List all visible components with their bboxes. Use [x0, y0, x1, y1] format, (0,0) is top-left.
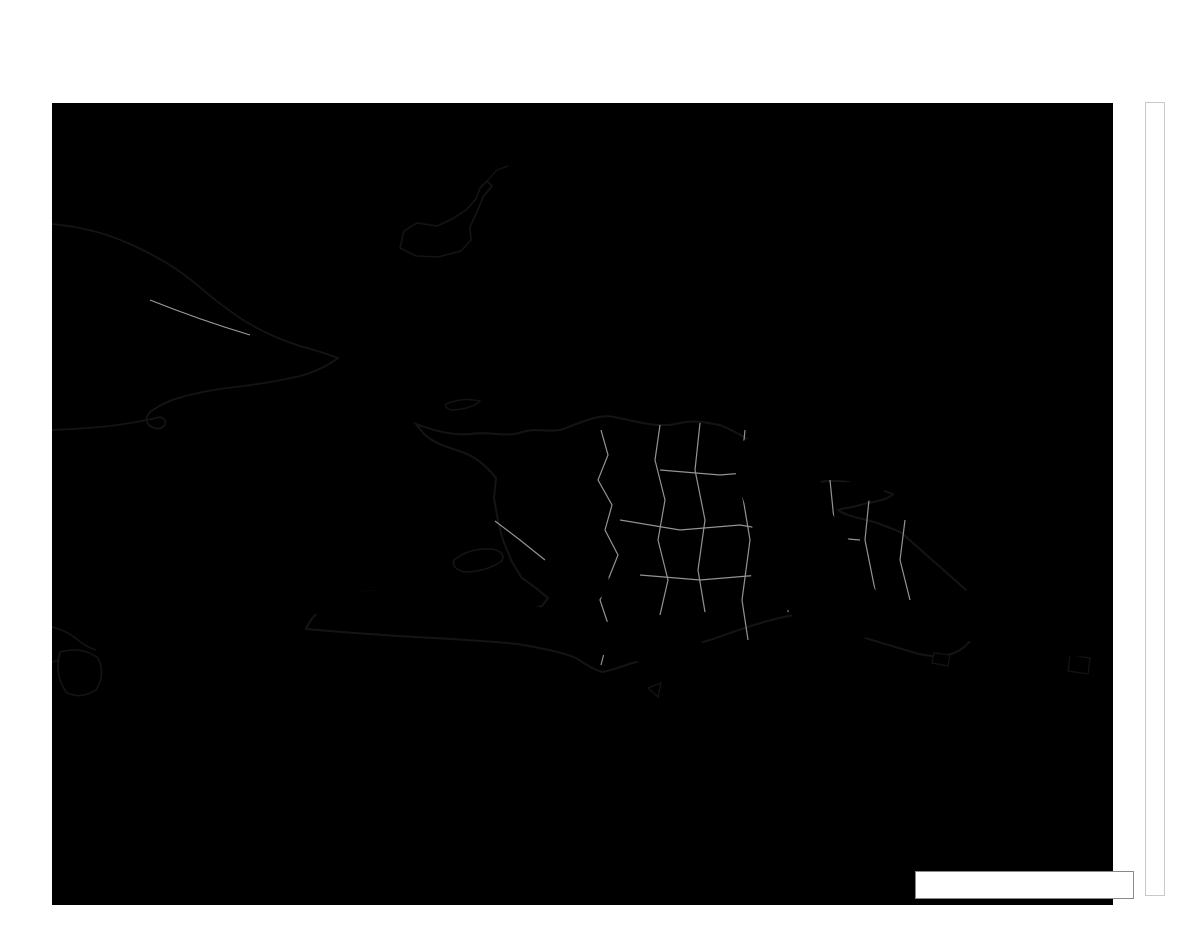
island-humidity-features: [310, 430, 884, 693]
mona-passage-dry-wedge: [940, 575, 1113, 657]
gonave-island: [452, 548, 504, 573]
cuba-interior-border: [149, 299, 251, 336]
great-inagua-island: [399, 179, 494, 258]
watermark-box: [915, 871, 1134, 899]
beata-island: [646, 681, 662, 699]
cuba-coastline: [52, 223, 340, 431]
inagua-cay-line: [486, 165, 509, 182]
cuba-landmass: [52, 224, 338, 430]
saona-island: [931, 652, 951, 667]
tortuga-island: [444, 398, 482, 411]
landmasses-layer: [52, 165, 1113, 699]
morant-cyan-spot: [74, 670, 82, 678]
mona-island: [1067, 654, 1091, 675]
forecast-datetime-line: [0, 44, 1200, 64]
colorbar: [1145, 102, 1165, 896]
